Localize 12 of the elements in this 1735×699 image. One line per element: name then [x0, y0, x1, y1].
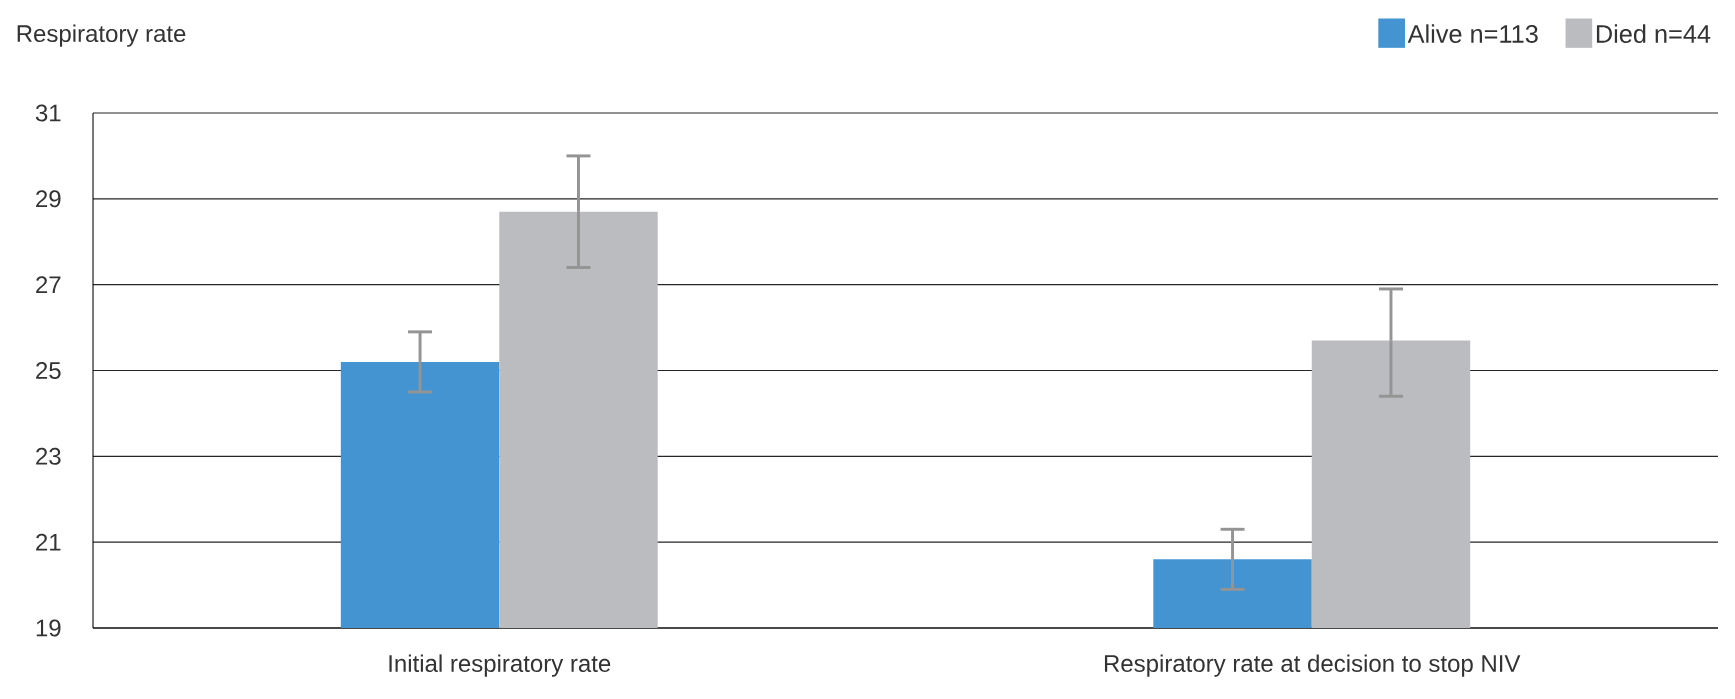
y-tick-label: 31: [35, 104, 61, 122]
y-tick-label: 19: [36, 619, 61, 637]
y-tick-label: 23: [36, 447, 61, 465]
x-tick-label: Initial respiratory rate: [389, 654, 611, 677]
legend-label: Died n=44: [1596, 24, 1711, 43]
y-axis-title: Respiratory rate: [17, 24, 186, 47]
legend-label: Alive n=113: [1407, 24, 1538, 43]
y-tick-label: 27: [36, 276, 61, 294]
x-tick-label: Respiratory rate at decision to stop NIV: [1104, 654, 1521, 677]
y-tick-label: 21: [36, 533, 61, 551]
y-tick-label: 25: [36, 361, 61, 379]
y-tick-label: 29: [36, 190, 61, 208]
